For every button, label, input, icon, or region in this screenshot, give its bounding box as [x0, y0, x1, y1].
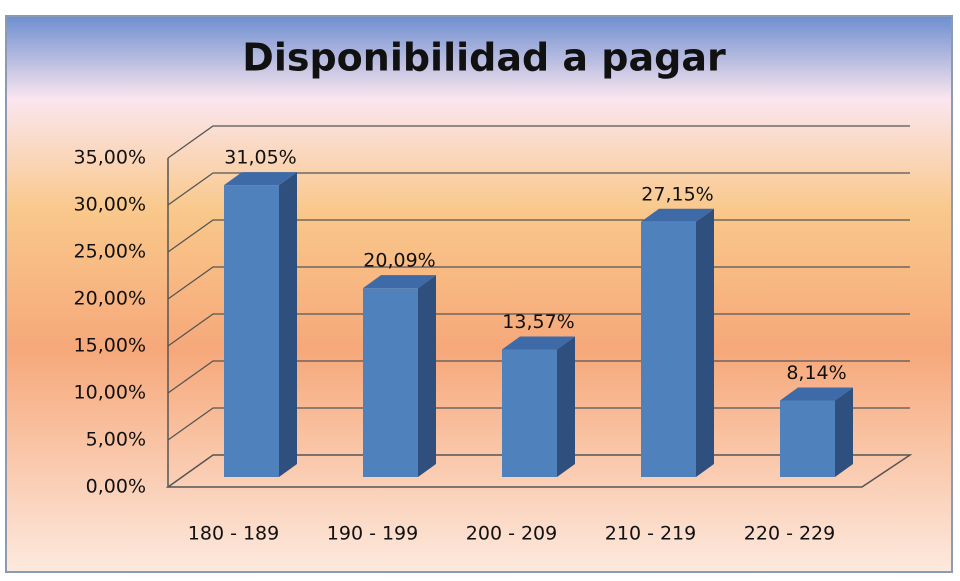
bar-face — [835, 387, 853, 477]
bar-face — [780, 387, 853, 401]
y-tick-label: 15,00% — [74, 335, 146, 357]
bar-face — [641, 221, 696, 477]
y-tick-label: 35,00% — [74, 147, 146, 169]
x-tick-label: 200 - 209 — [466, 523, 557, 545]
bar — [363, 275, 436, 477]
y-tick-label: 0,00% — [86, 476, 146, 498]
bar-face — [557, 336, 575, 477]
bar-face — [363, 288, 418, 477]
bar — [641, 208, 714, 478]
bar-face — [418, 275, 436, 477]
value-label: 27,15% — [641, 183, 713, 205]
value-label: 20,09% — [363, 250, 435, 272]
y-tick-label: 5,00% — [86, 429, 146, 451]
bar-face — [224, 185, 279, 477]
bar-face — [780, 400, 835, 477]
y-tick-label: 25,00% — [74, 241, 146, 263]
value-label: 31,05% — [224, 147, 296, 169]
grid-line — [167, 125, 910, 159]
x-tick-label: 220 - 229 — [744, 523, 835, 545]
x-tick-label: 190 - 199 — [327, 523, 418, 545]
bar-face — [502, 349, 557, 477]
value-label: 8,14% — [786, 362, 846, 384]
bar-face — [363, 275, 436, 289]
bar — [502, 336, 575, 477]
chart-frame — [5, 15, 953, 573]
value-label: 13,57% — [502, 311, 574, 333]
y-tick-label: 20,00% — [74, 288, 146, 310]
y-tick-label: 30,00% — [74, 194, 146, 216]
bar-face — [696, 208, 714, 478]
chart-title: Disponibilidad a pagar — [242, 36, 726, 80]
bar — [224, 172, 297, 477]
bar-face — [224, 172, 297, 186]
bar-face — [502, 336, 575, 350]
bar-face — [279, 172, 297, 477]
floor — [165, 454, 913, 488]
grid-line — [167, 172, 910, 206]
bar-face — [641, 208, 714, 222]
x-tick-label: 180 - 189 — [188, 523, 279, 545]
y-tick-label: 10,00% — [74, 382, 146, 404]
bar — [780, 387, 853, 477]
x-tick-label: 210 - 219 — [605, 523, 696, 545]
